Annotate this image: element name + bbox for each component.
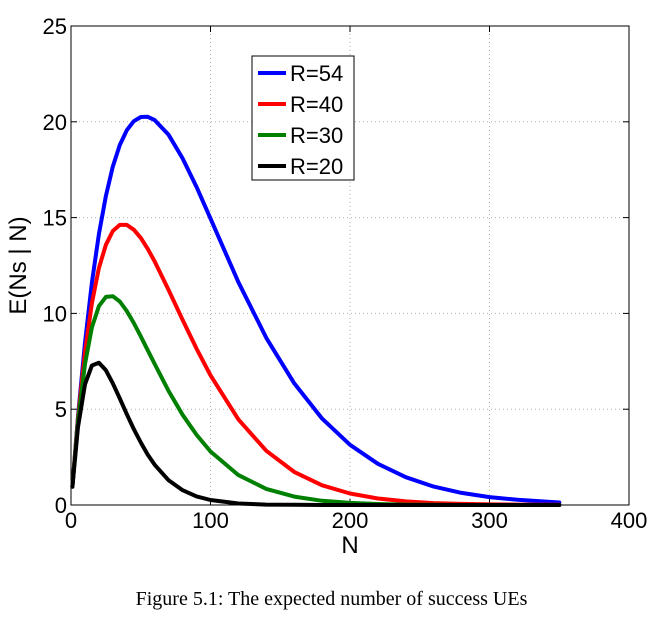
- legend-label: R=40: [290, 92, 343, 117]
- grid: [71, 26, 629, 505]
- y-tick-label: 20: [43, 110, 67, 135]
- series-line-r-20: [70, 360, 562, 507]
- x-tick-label: 100: [192, 508, 229, 533]
- y-tick-label: 25: [43, 14, 67, 39]
- series-lines: [70, 114, 562, 507]
- axis-ticks: 0 100 200 300 400 0 5 10 15 20 25: [43, 14, 648, 533]
- series-line-r-40: [70, 222, 562, 507]
- legend-box: [251, 55, 355, 181]
- x-axis-label: N: [341, 532, 358, 559]
- legend-label: R=54: [290, 61, 343, 86]
- x-tick-label: 0: [65, 508, 77, 533]
- series-line-r-30: [70, 294, 562, 507]
- x-tick-label: 400: [611, 508, 648, 533]
- y-axis-label: E(Ns | N): [5, 216, 32, 314]
- y-tick-label: 15: [43, 206, 67, 231]
- legend-label: R=20: [290, 154, 343, 179]
- series-line-r-54: [70, 114, 562, 505]
- x-tick-label: 200: [332, 508, 369, 533]
- y-tick-label: 5: [55, 397, 67, 422]
- line-chart: 0 100 200 300 400 0 5 10 15 20 25 N E(Ns | N) R=54…: [5, 14, 648, 559]
- figure-caption: Figure 5.1: The expected number of succe…: [135, 588, 528, 610]
- y-tick-label: 10: [43, 301, 67, 326]
- y-tick-label: 0: [55, 493, 67, 518]
- x-tick-label: 300: [471, 508, 508, 533]
- legend-label: R=30: [290, 123, 343, 148]
- legend: R=54 R=40 R=30 R=20: [251, 55, 355, 181]
